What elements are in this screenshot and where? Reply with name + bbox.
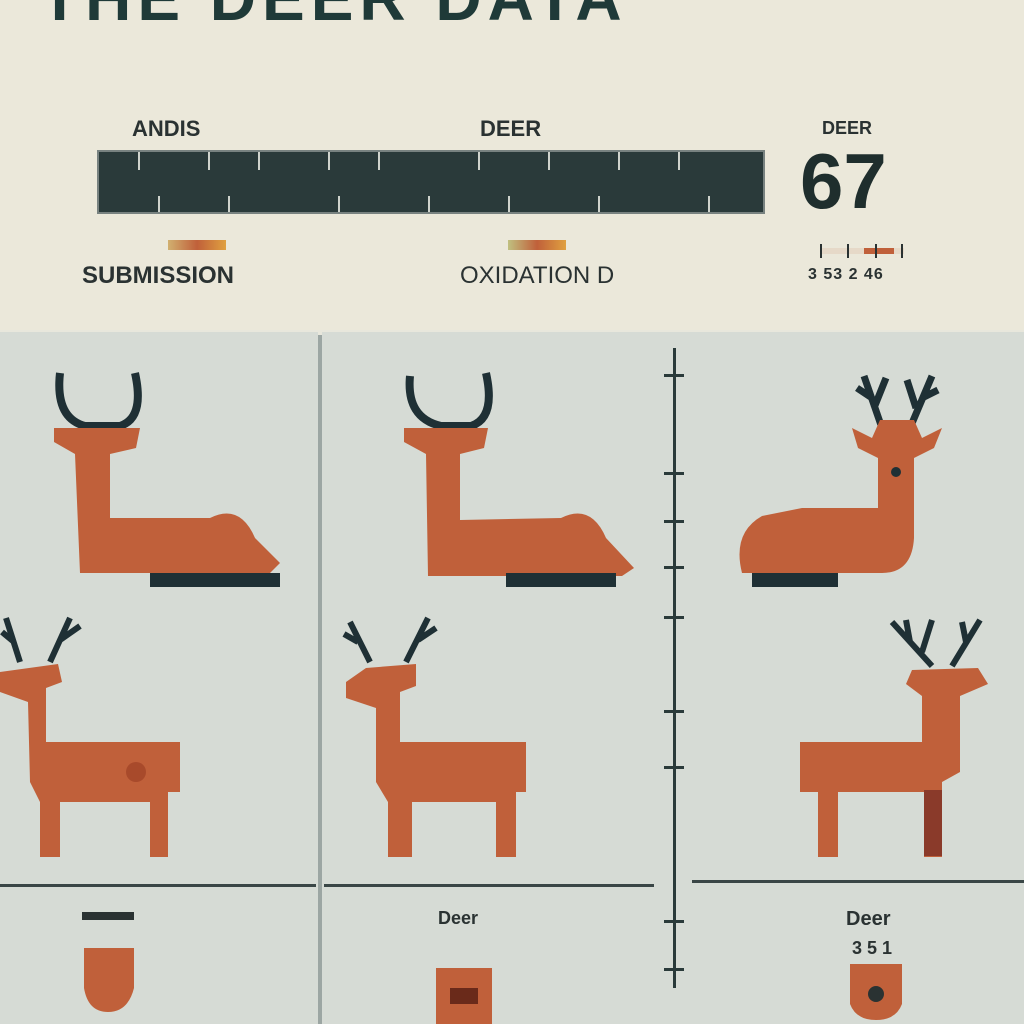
- baseline-right: [692, 880, 1024, 883]
- big-number: 67: [800, 137, 887, 225]
- bottom-right-label: Deer: [846, 908, 891, 930]
- big-number-label: DEER: [822, 118, 873, 138]
- baseline-left: [0, 884, 316, 887]
- deer-lying-icon: [54, 372, 280, 587]
- axis-tick: [664, 472, 684, 475]
- axis-tick: [664, 920, 684, 923]
- deer-standing-icon: [800, 618, 988, 857]
- page-title: THE DEER DATA: [40, 0, 980, 28]
- legend-swatch-left: [168, 240, 226, 250]
- deer-small-icon: [82, 912, 134, 1012]
- bar-left-label: ANDIS: [132, 116, 201, 141]
- scale-numbers: 3 53 2 46: [808, 266, 884, 283]
- axis-tick: [664, 766, 684, 769]
- data-bar: [97, 150, 765, 214]
- bottom-center-label: Deer: [438, 908, 479, 928]
- deer-lying-icon: [404, 372, 634, 587]
- deer-lying-icon: [739, 374, 942, 587]
- deer-small-icon: [436, 968, 492, 1024]
- axis-tick: [664, 968, 684, 971]
- deer-standing-icon: [342, 616, 526, 857]
- legend-mid-label: OXIDATION D: [460, 262, 615, 289]
- panel-divider: [318, 335, 322, 1024]
- legend-left-label: SUBMISSION: [82, 262, 235, 289]
- axis-tick: [664, 710, 684, 713]
- bar-mid-label: DEER: [480, 116, 542, 141]
- scale-gradient: [820, 244, 904, 258]
- legend-swatch-mid: [508, 240, 566, 250]
- axis-tick: [664, 374, 684, 377]
- bottom-right-number: 3 5 1: [852, 938, 893, 958]
- axis-tick: [664, 566, 684, 569]
- deer-small-icon: [850, 964, 902, 1020]
- bar-ticks: [138, 152, 710, 212]
- deer-standing-icon: [0, 616, 180, 857]
- axis-tick: [664, 616, 684, 619]
- baseline-mid: [324, 884, 654, 887]
- axis-tick: [664, 520, 684, 523]
- vertical-axis: [673, 348, 676, 988]
